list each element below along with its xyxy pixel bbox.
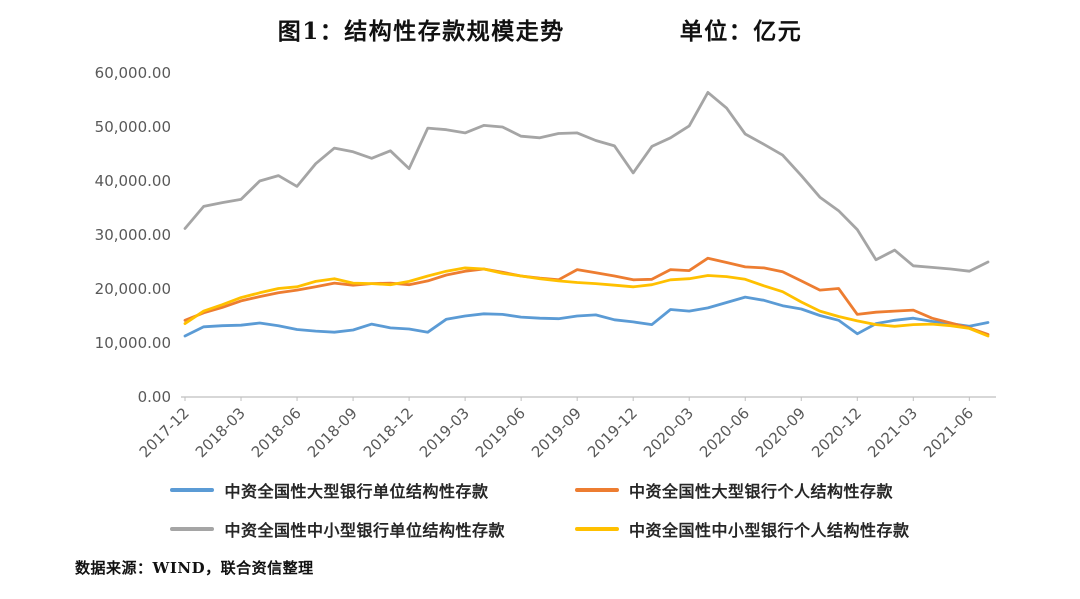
svg-text:2020-09: 2020-09 [752,404,809,461]
svg-text:2018-12: 2018-12 [360,404,417,461]
svg-text:30,000.00: 30,000.00 [95,226,171,244]
chart-header: 图1：结构性存款规模走势 单位：亿元 [0,0,1080,48]
svg-text:10,000.00: 10,000.00 [95,334,171,352]
svg-text:2018-06: 2018-06 [248,404,305,461]
svg-text:2017-12: 2017-12 [136,404,193,461]
svg-text:50,000.00: 50,000.00 [95,118,171,136]
svg-text:2019-12: 2019-12 [584,404,641,461]
svg-text:20,000.00: 20,000.00 [95,280,171,298]
legend-label: 中资全国性中小型银行单位结构性存款 [224,521,505,540]
svg-text:2019-09: 2019-09 [528,404,585,461]
svg-text:2018-09: 2018-09 [304,404,361,461]
svg-text:2019-03: 2019-03 [416,404,473,461]
data-source-note: 数据来源：WIND，联合资信整理 [75,559,314,577]
legend-label: 中资全国性大型银行个人结构性存款 [629,482,894,501]
line-chart: 0.00 10,000.00 20,000.00 30,000.00 40,000.00… [95,64,996,461]
svg-text:2020-06: 2020-06 [696,404,753,461]
legend-item-small-bank-corporate: 中资全国性中小型银行单位结构性存款 [170,517,505,541]
svg-text:0.00: 0.00 [138,388,171,406]
chart-legend: 中资全国性大型银行单位结构性存款 中资全国性大型银行个人结构性存款 中资全国性中… [0,478,1080,541]
legend-item-large-bank-personal: 中资全国性大型银行个人结构性存款 [575,478,910,502]
svg-text:2020-12: 2020-12 [808,404,865,461]
svg-text:2019-06: 2019-06 [472,404,529,461]
svg-text:2021-03: 2021-03 [864,404,921,461]
chart-title: 图1：结构性存款规模走势 [277,18,565,45]
legend-item-large-bank-corporate: 中资全国性大型银行单位结构性存款 [170,478,505,502]
svg-text:2021-06: 2021-06 [920,404,977,461]
legend-line-swatch-gray [170,527,215,531]
legend-line-swatch-orange [575,488,619,492]
svg-text:2018-03: 2018-03 [192,404,249,461]
svg-text:60,000.00: 60,000.00 [95,64,171,82]
svg-text:2020-03: 2020-03 [640,404,697,461]
legend-label: 中资全国性大型银行单位结构性存款 [224,482,489,501]
legend-label: 中资全国性中小型银行个人结构性存款 [629,521,910,540]
legend-line-swatch-blue [170,488,215,492]
legend-line-swatch-yellow [575,527,619,531]
legend-item-small-bank-personal: 中资全国性中小型银行个人结构性存款 [575,517,910,541]
svg-text:40,000.00: 40,000.00 [95,172,171,190]
unit-label: 单位：亿元 [679,18,803,45]
